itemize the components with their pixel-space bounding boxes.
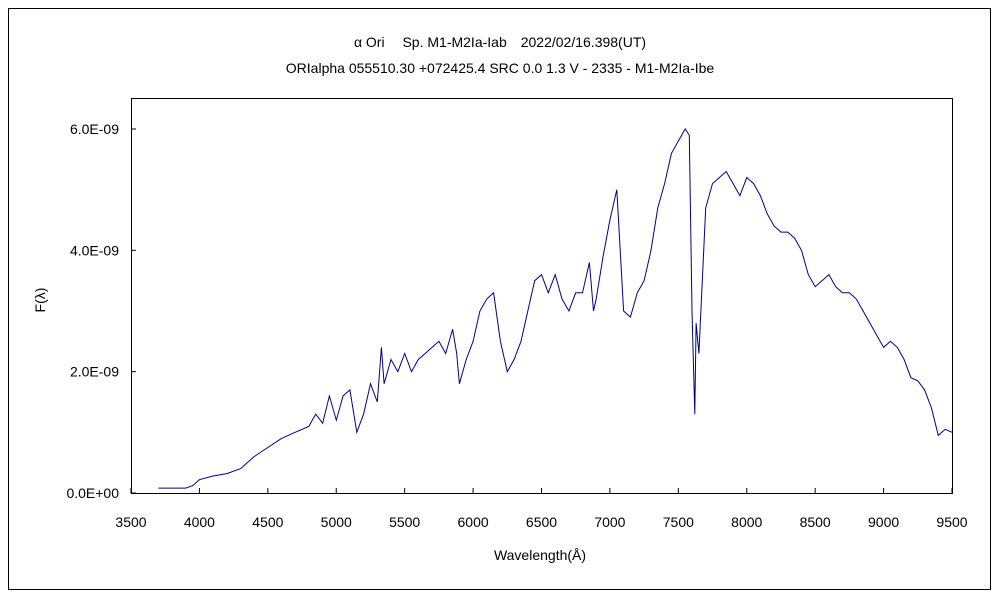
y-tick-label: 6.0E-09 xyxy=(70,121,119,137)
y-tick-label: 0.0E+00 xyxy=(66,485,119,501)
x-tick-label: 3500 xyxy=(115,514,146,530)
x-tick-label: 8500 xyxy=(800,514,831,530)
x-tick-label: 6000 xyxy=(458,514,489,530)
x-tick-label: 9500 xyxy=(936,514,967,530)
plot-area xyxy=(131,98,953,494)
chart-title: α Ori Sp. M1-M2Ia-Iab 2022/02/16.398(UT) xyxy=(354,34,646,50)
x-tick-label: 9000 xyxy=(868,514,899,530)
x-tick-label: 7000 xyxy=(594,514,625,530)
y-tick-label: 2.0E-09 xyxy=(70,364,119,380)
spectrum-line xyxy=(158,128,953,489)
x-tick-label: 7500 xyxy=(663,514,694,530)
x-tick-label: 6500 xyxy=(526,514,557,530)
x-tick-label: 5000 xyxy=(321,514,352,530)
x-tick-label: 4000 xyxy=(184,514,215,530)
y-axis-label: F(λ) xyxy=(32,288,48,313)
x-tick-label: 4500 xyxy=(252,514,283,530)
x-axis-label: Wavelength(Å) xyxy=(494,547,586,563)
x-tick-label: 5500 xyxy=(389,514,420,530)
chart-frame xyxy=(8,8,991,590)
chart-subtitle: ORIalpha 055510.30 +072425.4 SRC 0.0 1.3… xyxy=(286,60,715,76)
y-tick-label: 4.0E-09 xyxy=(70,242,119,258)
x-tick-label: 8000 xyxy=(731,514,762,530)
